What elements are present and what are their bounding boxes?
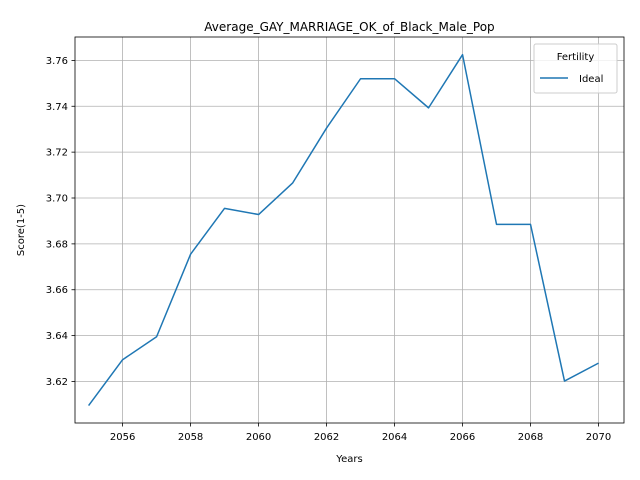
y-tick-label: 3.64 [46, 331, 68, 342]
x-axis-ticks: 2056 2058 2060 2062 2064 2066 2068 2070 [110, 423, 611, 443]
x-tick-label: 2066 [450, 432, 475, 443]
y-tick-label: 3.68 [46, 239, 68, 250]
plot-frame [74, 36, 625, 424]
series-line-ideal [87, 53, 599, 407]
x-tick-label: 2056 [110, 432, 135, 443]
y-tick-label: 3.70 [46, 194, 68, 205]
y-axis-ticks: 3.62 3.64 3.66 3.68 3.70 3.72 3.74 3.76 [46, 56, 75, 388]
x-tick-label: 2060 [246, 432, 271, 443]
x-tick-label: 2064 [382, 432, 407, 443]
legend-title: Fertility [557, 52, 595, 63]
y-axis-label: Score(1-5) [16, 204, 27, 256]
x-tick-label: 2068 [518, 432, 543, 443]
legend-box [533, 43, 618, 94]
y-tick-label: 3.72 [46, 148, 68, 159]
x-axis-label: Years [335, 454, 362, 465]
x-tick-label: 2070 [586, 432, 611, 443]
y-tick-label: 3.62 [46, 377, 68, 388]
x-tick-label: 2058 [178, 432, 203, 443]
chart-title: Average_GAY_MARRIAGE_OK_of_Black_Male_Po… [204, 20, 494, 34]
x-tick-label: 2062 [314, 432, 339, 443]
grid-lines [75, 37, 624, 423]
y-tick-label: 3.76 [46, 56, 68, 67]
y-tick-label: 3.74 [46, 102, 68, 113]
legend-entry-ideal: Ideal [579, 74, 603, 85]
y-tick-label: 3.66 [46, 285, 68, 296]
legend: Fertility Ideal [533, 43, 618, 94]
